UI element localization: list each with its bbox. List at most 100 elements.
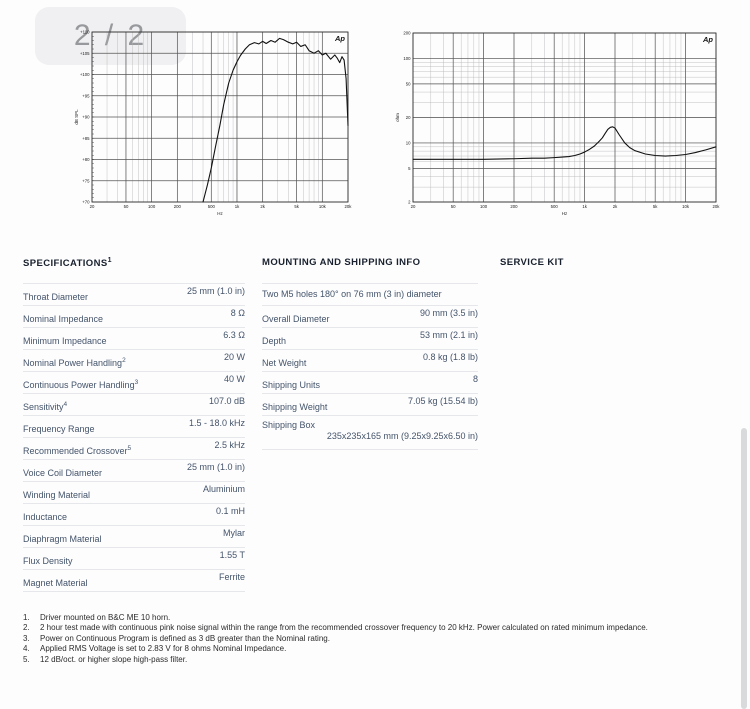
svg-text:2k: 2k <box>260 204 265 209</box>
svg-text:1k: 1k <box>235 204 240 209</box>
row-label: Magnet Material <box>23 578 88 588</box>
axes <box>412 32 717 203</box>
curve <box>412 126 717 160</box>
footnote-text: Applied RMS Voltage is set to 2.83 V for… <box>40 644 287 654</box>
footnote: 5. 12 dB/oct. or higher slope high-pass f… <box>23 655 728 665</box>
service-kit-heading-text: SERVICE KIT <box>500 257 564 268</box>
row-value: 7.05 kg (15.54 lb) <box>407 396 478 406</box>
x-axis-label: Hz <box>217 211 223 216</box>
spec-row: Continuous Power Handling3 40 W <box>23 372 245 394</box>
row-value: 53 mm (2.1 in) <box>419 330 478 340</box>
svg-text:200: 200 <box>510 204 518 209</box>
spec-row: Inductance 0.1 mH <box>23 504 245 526</box>
svg-text:50: 50 <box>406 81 411 86</box>
ap-logo: Ap <box>334 34 345 43</box>
footnote-number: 1. <box>23 613 30 622</box>
row-value: 8 <box>472 374 478 384</box>
svg-text:+90: +90 <box>82 115 90 120</box>
mounting-heading-text: MOUNTING AND SHIPPING INFO <box>262 257 421 268</box>
footnote-text: Power on Continuous Program is defined a… <box>40 633 330 643</box>
footnote-number: 5. <box>23 654 30 664</box>
row-label: Sensitivity4 <box>23 401 68 412</box>
specifications-heading-sup: 1 <box>107 257 112 264</box>
svg-text:5: 5 <box>408 166 411 171</box>
footnote-text: Driver mounted on B&C ME 10 horn. <box>40 613 171 622</box>
footnote-number: 4. <box>23 644 30 654</box>
y-axis-label: dB SPL <box>74 109 79 125</box>
row-label: Depth <box>262 336 287 346</box>
row-value: 1.5 - 18.0 kHz <box>188 418 245 428</box>
footnote-number: 3. <box>23 633 30 643</box>
svg-text:500: 500 <box>551 204 559 209</box>
svg-text:10k: 10k <box>682 204 690 209</box>
row-value: Ferrite <box>218 572 245 582</box>
row-label: Continuous Power Handling3 <box>23 379 139 390</box>
x-axis-label: Hz <box>562 211 568 216</box>
mounting-row: Net Weight 0.8 kg (1.8 lb) <box>262 350 478 372</box>
row-value: 90 mm (3.5 in) <box>419 308 478 318</box>
grid <box>412 32 717 203</box>
grid <box>91 31 349 203</box>
svg-text:10: 10 <box>406 140 411 145</box>
svg-text:100: 100 <box>148 204 156 209</box>
row-value: Mylar <box>223 528 245 538</box>
svg-text:200: 200 <box>174 204 182 209</box>
row-label: Nominal Power Handling2 <box>23 357 126 368</box>
svg-text:20: 20 <box>90 204 95 209</box>
spec-row: Recommended Crossover5 2.5 kHz <box>23 438 245 460</box>
spec-row: Magnet Material Ferrite <box>23 570 245 592</box>
footnote: 1. Driver mounted on B&C ME 10 horn. <box>23 613 728 623</box>
row-value: 20 W <box>223 352 245 362</box>
mounting-note-row: Two M5 holes 180° on 76 mm (3 in) diamet… <box>262 284 478 306</box>
row-value: 6.3 Ω <box>223 330 245 340</box>
row-label: Winding Material <box>23 490 91 500</box>
svg-text:5k: 5k <box>653 204 658 209</box>
svg-text:+100: +100 <box>80 72 90 77</box>
row-label: Inductance <box>23 512 68 522</box>
footnote-text: 12 dB/oct. or higher slope high-pass fil… <box>40 654 188 664</box>
svg-text:+85: +85 <box>82 136 90 141</box>
row-label: Shipping Box <box>262 420 316 430</box>
spec-row: Winding Material Aluminium <box>23 482 245 504</box>
row-value: 40 W <box>223 374 245 384</box>
svg-text:10k: 10k <box>319 204 327 209</box>
svg-text:+70: +70 <box>82 200 90 205</box>
svg-text:20k: 20k <box>345 204 353 209</box>
ap-logo: Ap <box>702 35 713 44</box>
svg-text:+95: +95 <box>82 93 90 98</box>
row-value: 0.1 mH <box>215 506 245 516</box>
row-value: 107.0 dB <box>208 396 245 406</box>
svg-text:20: 20 <box>406 115 411 120</box>
row-label: Flux Density <box>23 556 73 566</box>
spec-row: Flux Density 1.55 T <box>23 548 245 570</box>
specifications-heading: SPECIFICATIONS1 <box>23 257 112 269</box>
curve <box>202 37 349 203</box>
row-value: 25 mm (1.0 in) <box>186 286 245 296</box>
spec-row: Voice Coil Diameter 25 mm (1.0 in) <box>23 460 245 482</box>
row-label: Diaphragm Material <box>23 534 102 544</box>
spec-row: Frequency Range 1.5 - 18.0 kHz <box>23 416 245 438</box>
row-label: Overall Diameter <box>262 314 330 324</box>
row-value: 8 Ω <box>230 308 245 318</box>
svg-text:+105: +105 <box>80 51 90 56</box>
footnote: 2. 2 hour test made with continuous pink … <box>23 623 728 633</box>
scrollbar-thumb[interactable] <box>741 428 747 709</box>
row-label: Nominal Impedance <box>23 314 104 324</box>
page-indicator-text: 2 / 2 <box>73 19 148 52</box>
service-kit-heading: SERVICE KIT <box>500 257 564 268</box>
svg-text:+80: +80 <box>82 157 90 162</box>
footnote-number: 2. <box>23 623 30 633</box>
row-label: Throat Diameter <box>23 292 89 302</box>
row-label: Voice Coil Diameter <box>23 468 103 478</box>
svg-text:50: 50 <box>451 204 456 209</box>
row-value: 2.5 kHz <box>214 440 245 450</box>
row-value: 235x235x165 mm (9.25x9.25x6.50 in) <box>326 431 478 441</box>
mounting-row: Shipping Units 8 <box>262 372 478 394</box>
spec-row: Nominal Power Handling2 20 W <box>23 350 245 372</box>
footnote: 4. Applied RMS Voltage is set to 2.83 V f… <box>23 644 728 654</box>
impedance-chart: 20 50 100 200 500 1k 2k 5k 10k 20k 200 100 50 20 10 5 2 H… <box>395 31 721 217</box>
spec-row: Diaphragm Material Mylar <box>23 526 245 548</box>
svg-text:20k: 20k <box>713 204 721 209</box>
spec-row: Nominal Impedance 8 Ω <box>23 306 245 328</box>
